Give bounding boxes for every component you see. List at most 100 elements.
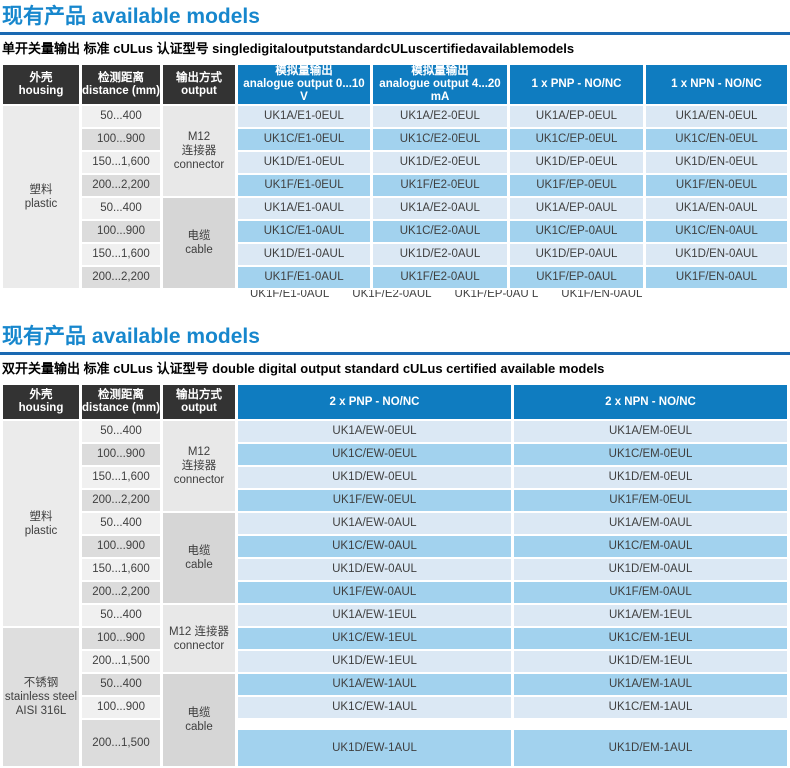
header-row: 外壳 housing 检测距离 distance (mm) 输出方式 output 模拟量输… — [3, 65, 787, 104]
models-table-double-output: 外壳 housing 检测距离 distance (mm) 输出方式 output 2 x … — [0, 383, 790, 768]
output-line: 连接器 — [181, 145, 217, 157]
distance-cell: 200...2,200 — [82, 267, 160, 288]
header-line: 模拟量输出 — [275, 65, 333, 77]
model-cell: UK1D/EP-0EUL — [510, 152, 643, 173]
model-cell: UK1C/EP-0AUL — [510, 221, 643, 242]
housing-line: plastic — [24, 198, 58, 210]
distance-cell: 150...1,600 — [82, 152, 160, 173]
header-line: 1 x PNP - NO/NC — [531, 78, 622, 90]
header-line: output — [181, 402, 217, 414]
title-underline — [0, 352, 790, 355]
distance-cell: 50...400 — [82, 605, 160, 626]
housing-cell: 塑料 plastic — [3, 106, 79, 288]
column-header: 2 x NPN - NO/NC — [514, 385, 787, 419]
table-row: 200...2,200 UK1F/E1-0EUL UK1F/E2-0EUL UK1F/… — [3, 175, 787, 196]
distance-cell: 150...1,600 — [82, 559, 160, 580]
housing-line: 塑料 — [29, 510, 53, 523]
model-cell: UK1A/EM-1AUL — [514, 674, 787, 695]
model-cell: UK1A/EM-0EUL — [514, 421, 787, 442]
output-line: cable — [185, 244, 213, 256]
output-line: M12 连接器 — [168, 625, 230, 638]
model-cell: UK1F/EN-0AUL — [646, 267, 787, 288]
model-cell: UK1C/EM-1EUL — [514, 628, 787, 649]
model-cell: UK1C/EP-0EUL — [510, 129, 643, 150]
table-row: 100...900 UK1C/EW-1AUL UK1C/EM-1AUL — [3, 697, 787, 718]
output-line: 连接器 — [181, 460, 217, 472]
model-cell: UK1F/EN-0EUL — [646, 175, 787, 196]
model-cell: UK1A/EP-0AUL — [510, 198, 643, 219]
column-header: 模拟量输出 analogue output 0...10 V — [238, 65, 370, 104]
output-cell: 电缆 cable — [163, 513, 235, 603]
section-subtitle: 单开关量输出 标准 cULus 认证型号 singledigitaloutput… — [2, 41, 575, 56]
model-cell: UK1A/EW-0EUL — [238, 421, 511, 442]
model-cell: UK1D/EP-0AUL — [510, 244, 643, 265]
table-row: 200...2,200 UK1F/E1-0AUL UK1F/E2-0AUL UK1F/… — [3, 267, 787, 288]
model-cell: UK1D/E2-0EUL — [373, 152, 507, 173]
model-cell: UK1C/EW-0EUL — [238, 444, 511, 465]
model-cell: UK1D/EW-1AUL — [238, 720, 511, 766]
distance-cell: 50...400 — [82, 674, 160, 695]
distance-cell: 100...900 — [82, 536, 160, 557]
table-row: 50...400 电缆 cable UK1A/E1-0AUL UK1A/E2-0AUL U… — [3, 198, 787, 288]
distance-cell: 150...1,600 — [82, 467, 160, 488]
model-cell: UK1D/E1-0AUL — [238, 244, 370, 265]
output-cell: M12 连接器 connector — [163, 421, 235, 511]
distance-cell: 50...400 — [82, 106, 160, 127]
table-row: 150...1,600 UK1D/E1-0AUL UK1D/E2-0AUL UK1D/… — [3, 244, 787, 265]
distance-cell: 100...900 — [82, 221, 160, 242]
column-header: 外壳 housing — [3, 65, 79, 104]
housing-line: AISI 316L — [15, 705, 67, 717]
model-cell: UK1D/E2-0AUL — [373, 244, 507, 265]
model-cell: UK1F/EW-0AUL — [238, 582, 511, 603]
model-cell: UK1F/EM-0AUL — [514, 582, 787, 603]
model-cell: UK1C/EW-1EUL — [238, 628, 511, 649]
model-cell: UK1C/EN-0EUL — [646, 129, 787, 150]
section-double-output: 现有产品 available models 双开关量输出 标准 cULus 认证… — [0, 320, 790, 768]
header-line: 外壳 — [29, 389, 53, 401]
column-header: 1 x PNP - NO/NC — [510, 65, 643, 104]
output-line: cable — [185, 721, 213, 733]
header-line: 检测距离 — [98, 389, 144, 401]
model-cell: UK1D/E1-0EUL — [238, 152, 370, 173]
overflow-model-text: UK1F/E1-0AUL — [250, 290, 330, 300]
overflow-model-text: UK1F/EP-0AU L — [454, 290, 539, 300]
column-header: 输出方式 output — [163, 385, 235, 419]
distance-cell: 200...2,200 — [82, 582, 160, 603]
output-line: 电缆 — [187, 230, 211, 242]
models-table-single-output: 外壳 housing 检测距离 distance (mm) 输出方式 output 模拟量输… — [0, 63, 790, 290]
table-row: 100...900 UK1C/EW-0AUL UK1C/EM-0AUL — [3, 536, 787, 557]
table-row: 100...900 UK1C/E1-0AUL UK1C/E2-0AUL UK1C/EP… — [3, 221, 787, 242]
table-row: 100...900 UK1C/EW-0EUL UK1C/EM-0EUL — [3, 444, 787, 465]
section-title: 现有产品 available models — [2, 5, 260, 28]
model-cell: UK1C/E2-0EUL — [373, 129, 507, 150]
header-line: housing — [18, 84, 64, 97]
model-cell: UK1D/EW-0AUL — [238, 559, 511, 580]
model-cell: UK1D/EW-1EUL — [238, 651, 511, 672]
model-cell: UK1A/EM-0AUL — [514, 513, 787, 534]
model-cell: UK1A/E1-0EUL — [238, 106, 370, 127]
distance-cell: 50...400 — [82, 198, 160, 219]
header-line: 输出方式 — [176, 389, 222, 401]
column-header: 检测距离 distance (mm) — [82, 65, 160, 104]
table-row: 150...1,600 UK1D/EW-0AUL UK1D/EM-0AUL — [3, 559, 787, 580]
model-cell: UK1A/EN-0EUL — [646, 106, 787, 127]
section-single-output: 现有产品 available models 单开关量输出 标准 cULus 认证… — [0, 0, 790, 301]
model-cell: UK1F/E1-0EUL — [238, 175, 370, 196]
column-header: 2 x PNP - NO/NC — [238, 385, 511, 419]
table-row: 200...2,200 UK1F/EW-0EUL UK1F/EM-0EUL — [3, 490, 787, 511]
header-row: 外壳 housing 检测距离 distance (mm) 输出方式 output 2 x … — [3, 385, 787, 419]
section-title: 现有产品 available models — [2, 325, 260, 348]
model-cell: UK1C/EW-1AUL — [238, 697, 511, 718]
model-cell: UK1D/EW-0EUL — [238, 467, 511, 488]
header-line: housing — [18, 402, 64, 414]
housing-cell: 不锈钢 stainless steel AISI 316L — [3, 628, 79, 766]
header-line: 2 x PNP - NO/NC — [329, 395, 420, 408]
output-line: cable — [185, 559, 213, 571]
table-row: 50...400 电缆 cable UK1A/EW-0AUL UK1A/EM-0AUL — [3, 513, 787, 603]
model-cell: UK1A/EM-1EUL — [514, 605, 787, 626]
overflow-row: UK1F/E1-0AUL UK1F/E2-0AUL UK1F/EP-0AU L UK1… — [0, 290, 790, 301]
table-row: 100...900 UK1C/E1-0EUL UK1C/E2-0EUL UK1C/EP… — [3, 129, 787, 150]
model-cell: UK1F/EW-0EUL — [238, 490, 511, 511]
housing-line: 塑料 — [29, 184, 53, 196]
output-line: connector — [173, 159, 225, 171]
